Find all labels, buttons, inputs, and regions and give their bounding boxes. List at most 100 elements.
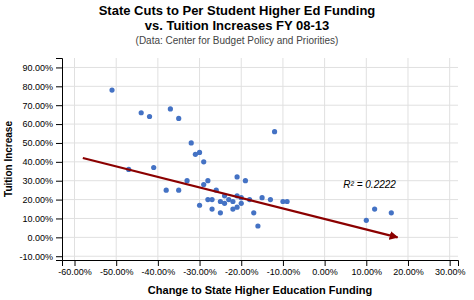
scatter-point	[197, 203, 202, 208]
chart-svg: State Cuts to Per Student Higher Ed Fund…	[0, 0, 474, 300]
annotation: R² = 0.2222	[343, 179, 396, 190]
x-tick-mark	[241, 260, 242, 266]
x-tick-mark	[366, 260, 367, 266]
scatter-point	[284, 199, 289, 204]
x-tick-label: 20.00%	[393, 267, 424, 277]
y-tick: 40.00%	[22, 157, 62, 167]
x-tick-mark	[408, 260, 409, 266]
x-tick-mark	[450, 260, 451, 266]
grid-line-y	[62, 237, 458, 238]
trendline	[83, 158, 398, 237]
y-tick-label: 0.00%	[27, 233, 53, 243]
title-group: State Cuts to Per Student Higher Ed Fund…	[99, 3, 376, 33]
y-tick-label: 20.00%	[22, 195, 53, 205]
x-tick-label: -20.00%	[225, 267, 259, 277]
scatter-point	[205, 178, 210, 183]
subtitle: (Data: Center for Budget Policy and Prio…	[136, 35, 339, 46]
x-tick-mark	[158, 260, 159, 266]
y-tick-mark	[56, 181, 62, 182]
grid-line-y	[62, 256, 458, 257]
x-tick: 0.00%	[312, 260, 338, 277]
scatter-point	[151, 165, 156, 170]
scatter-point	[268, 197, 273, 202]
x-tick-label: 10.00%	[352, 267, 383, 277]
x-tick-label: -50.00%	[100, 267, 134, 277]
grid-line-y	[62, 180, 458, 181]
scatter-point	[168, 106, 173, 111]
y-tick-mark	[56, 67, 62, 68]
scatter-point	[372, 206, 377, 211]
y-tick: 70.00%	[22, 101, 62, 111]
x-tick-mark	[116, 260, 117, 266]
scatter-point	[259, 195, 264, 200]
grid-line-x	[407, 58, 408, 260]
marks	[83, 87, 398, 237]
scatter-point	[139, 110, 144, 115]
grid	[62, 58, 458, 260]
y-tick: 20.00%	[22, 195, 62, 205]
chart-container: State Cuts to Per Student Higher Ed Fund…	[0, 0, 474, 300]
x-tick-mark	[325, 260, 326, 266]
scatter-point	[184, 178, 189, 183]
y-tick-mark	[56, 256, 62, 257]
scatter-point	[243, 178, 248, 183]
grid-line-x	[282, 58, 283, 260]
y-tick: 60.00%	[22, 119, 62, 129]
scatter-point	[164, 188, 169, 193]
y-tick-mark	[56, 200, 62, 201]
y-tick-label: 30.00%	[22, 176, 53, 186]
scatter-point	[230, 199, 235, 204]
x-tick-label: -40.00%	[142, 267, 176, 277]
x-axis-title: Change to State Higher Education Funding	[148, 284, 372, 296]
grid-line-x	[157, 58, 158, 260]
title: State Cuts to Per Student Higher Ed Fund…	[99, 3, 376, 18]
scatter-point	[255, 223, 260, 228]
x-tick-label: -60.00%	[58, 267, 92, 277]
scatter-point	[251, 210, 256, 215]
y-axis-title: Tuition Increase	[3, 121, 14, 197]
grid-line-x	[116, 58, 117, 260]
x-tick: 10.00%	[352, 260, 383, 277]
x-tick-label: -10.00%	[267, 267, 301, 277]
y-tick-label: 90.00%	[22, 63, 53, 73]
scatter-point	[201, 159, 206, 164]
y-tick: 50.00%	[22, 138, 62, 148]
scatter-point	[176, 188, 181, 193]
x-tick-mark	[200, 260, 201, 266]
scatter-point	[234, 205, 239, 210]
y-tick-mark	[56, 86, 62, 87]
x-tick: -30.00%	[183, 260, 217, 277]
grid-line-x	[199, 58, 200, 260]
x-tick-mark	[75, 260, 76, 266]
y-tick: -10.00%	[19, 252, 62, 262]
x-tick-label: 30.00%	[435, 267, 466, 277]
grid-line-y	[62, 105, 458, 106]
y-tick-label: 60.00%	[22, 119, 53, 129]
scatter-point	[197, 150, 202, 155]
y-tick-label: -10.00%	[19, 252, 53, 262]
y-tick-label: 10.00%	[22, 214, 53, 224]
x-tick: 20.00%	[393, 260, 424, 277]
scatter-point	[176, 116, 181, 121]
grid-line-x	[324, 58, 325, 260]
scatter-point	[189, 140, 194, 145]
y-tick-label: 80.00%	[22, 82, 53, 92]
y-tick: 90.00%	[22, 63, 62, 73]
y-tick-label: 50.00%	[22, 138, 53, 148]
y-axis: -10.00% 0.00% 10.00% 20.00% 30.00% 40.00% 50.0…	[19, 59, 62, 262]
scatter-point	[222, 201, 227, 206]
x-tick: -20.00%	[225, 260, 259, 277]
y-tick: 30.00%	[22, 176, 62, 186]
x-tick: -60.00%	[58, 260, 92, 277]
scatter-point	[201, 182, 206, 187]
x-axis-line	[63, 261, 459, 267]
grid-line-x	[449, 58, 450, 260]
x-tick: -40.00%	[142, 260, 176, 277]
scatter-point	[239, 201, 244, 206]
y-tick: 10.00%	[22, 214, 62, 224]
y-tick-mark	[56, 124, 62, 125]
scatter-point	[209, 206, 214, 211]
grid-line-y	[62, 67, 458, 68]
scatter-point	[364, 218, 369, 223]
y-tick-label: 40.00%	[22, 157, 53, 167]
